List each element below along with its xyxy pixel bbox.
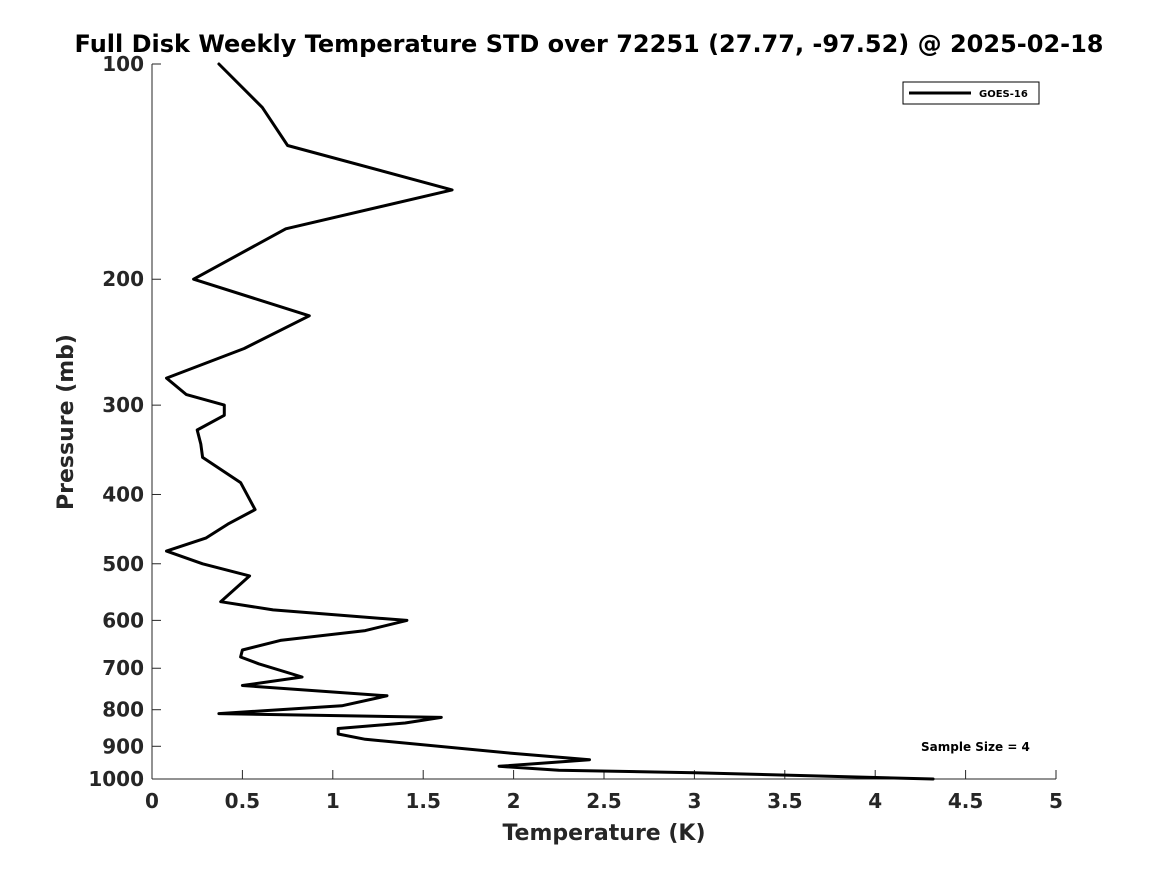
x-tick-label: 4 xyxy=(868,789,882,813)
y-tick-label: 200 xyxy=(102,267,144,291)
y-tick-label: 400 xyxy=(102,482,144,506)
y-axis-ticks: 100 200 300 400 500 600 700 800 900 1000 xyxy=(88,52,161,791)
y-tick-label: 900 xyxy=(102,734,144,758)
y-tick-label: 800 xyxy=(102,698,144,722)
y-axis-label: Pressure (mb) xyxy=(54,334,79,510)
x-tick-label: 1 xyxy=(326,789,340,813)
x-tick-label: 3 xyxy=(687,789,701,813)
y-tick-label: 1000 xyxy=(88,767,144,791)
x-axis-label: Temperature (K) xyxy=(502,821,705,846)
y-tick-label: 700 xyxy=(102,656,144,680)
x-axis-ticks: 0 0.5 1 1.5 2 2.5 3 3.5 4 4.5 5 xyxy=(145,770,1063,813)
y-tick-label: 500 xyxy=(102,552,144,576)
x-tick-label: 1.5 xyxy=(405,789,440,813)
y-tick-label: 300 xyxy=(102,393,144,417)
x-tick-label: 0 xyxy=(145,789,159,813)
chart-title: Full Disk Weekly Temperature STD over 72… xyxy=(75,30,1104,58)
legend-label-goes-16: GOES-16 xyxy=(979,89,1028,100)
legend: GOES-16 xyxy=(902,81,1040,105)
x-tick-label: 2 xyxy=(507,789,521,813)
y-tick-label: 600 xyxy=(102,608,144,632)
x-tick-label: 3.5 xyxy=(767,789,802,813)
y-tick-label: 100 xyxy=(102,52,144,76)
sample-size-annotation: Sample Size = 4 xyxy=(921,740,1030,754)
x-tick-label: 2.5 xyxy=(586,789,621,813)
x-tick-label: 0.5 xyxy=(225,789,260,813)
x-tick-label: 5 xyxy=(1049,789,1063,813)
series-layer xyxy=(165,62,935,781)
x-tick-label: 4.5 xyxy=(948,789,983,813)
series-line-goes-16 xyxy=(165,62,935,781)
